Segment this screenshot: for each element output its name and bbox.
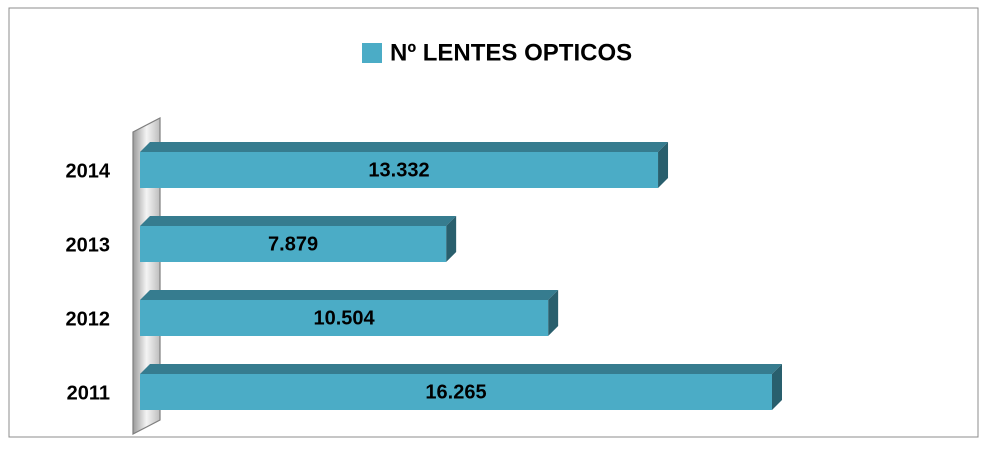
y-tick-label: 2013 (66, 234, 111, 256)
axis-wall (132, 117, 161, 435)
bar-top (140, 364, 782, 374)
bar (140, 300, 549, 336)
bar-side (772, 364, 782, 410)
data-label: 7.879 (268, 233, 318, 255)
data-label: 16.265 (425, 381, 486, 403)
y-tick-label: 2011 (67, 382, 110, 404)
bar-top (140, 216, 457, 226)
data-label: 13.332 (368, 159, 429, 181)
legend-swatch (362, 43, 382, 63)
legend-label: Nº LENTES OPTICOS (390, 39, 632, 66)
bar (140, 374, 772, 410)
bar-side (658, 142, 669, 188)
bar-top (140, 290, 559, 300)
bar-side (446, 216, 457, 262)
y-tick-label: 2012 (66, 308, 111, 330)
bar-side (548, 290, 559, 336)
data-label: 10.504 (313, 307, 375, 329)
bar-top (140, 142, 669, 152)
bar (140, 152, 659, 188)
bar (140, 226, 447, 262)
y-tick-label: 2014 (66, 160, 111, 182)
